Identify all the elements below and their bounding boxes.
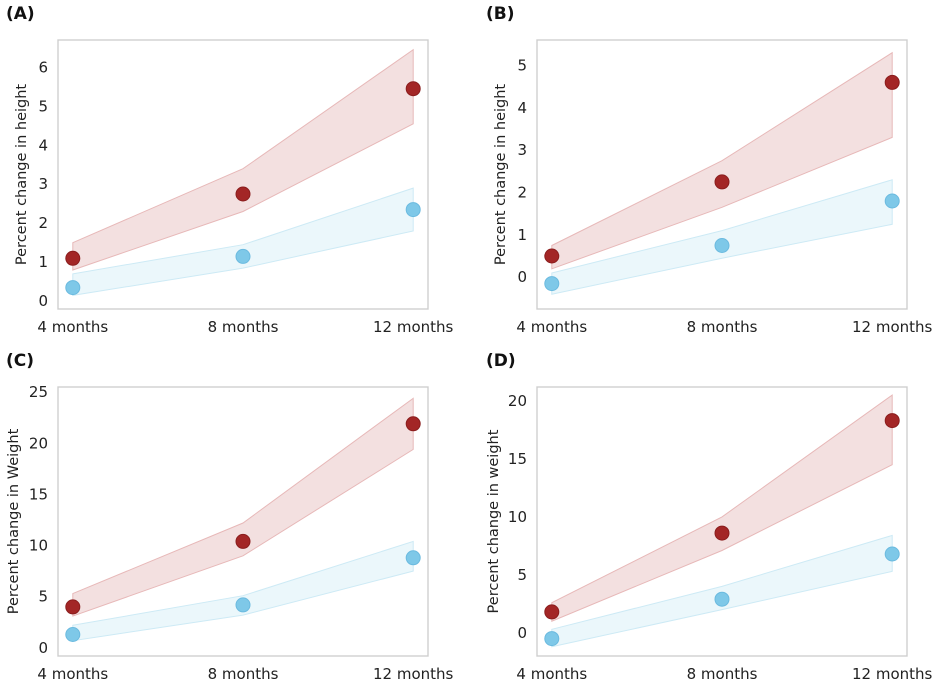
panel-label: (B) [486, 4, 515, 24]
panel-label: (D) [486, 351, 516, 371]
y-tick-label: 20 [29, 434, 48, 452]
red-data-point [544, 248, 560, 264]
y-tick-label: 3 [38, 175, 48, 193]
blue-data-point [884, 546, 900, 562]
blue-data-point [884, 193, 900, 209]
y-tick-label: 25 [29, 383, 48, 401]
y-tick-label: 0 [517, 624, 527, 642]
data-points [544, 74, 900, 292]
panel-d: (D) 0 5 10 15 20 4 months 8 months 12 months P… [486, 351, 933, 683]
data-points [65, 416, 421, 642]
red-data-point [65, 250, 81, 266]
blue-data-point [235, 597, 251, 613]
red-confidence-band [551, 51, 893, 270]
y-axis-label: Percent change in height [14, 84, 30, 266]
x-tick-label: 12 months [373, 318, 454, 336]
y-tick-label: 10 [508, 508, 527, 526]
x-tick-labels: 4 months 8 months 12 months [516, 665, 932, 683]
red-data-point [235, 533, 251, 549]
y-tick-label: 0 [517, 268, 527, 286]
x-tick-label: 12 months [852, 318, 933, 336]
y-tick-label: 5 [38, 97, 48, 115]
y-tick-label: 10 [29, 537, 48, 555]
y-tick-label: 5 [517, 56, 527, 74]
blue-confidence-band [72, 187, 414, 296]
red-data-point [714, 174, 730, 190]
y-tick-labels: 0 1 2 3 4 5 [517, 56, 527, 286]
y-tick-label: 0 [38, 292, 48, 310]
y-tick-labels: 0 5 10 15 20 25 [29, 383, 48, 657]
red-confidence-band [551, 394, 893, 622]
blue-data-point [544, 631, 560, 647]
x-tick-label: 4 months [37, 318, 108, 336]
blue-confidence-band [551, 534, 893, 648]
blue-data-point [235, 248, 251, 264]
x-tick-label: 12 months [373, 665, 454, 683]
panel-a: (A) 0 1 2 3 4 5 6 4 months 8 months 12 months Pe… [6, 4, 454, 336]
y-axis-label: Percent change in weight [486, 429, 502, 613]
blue-data-point [405, 202, 421, 218]
y-tick-label: 2 [517, 184, 527, 202]
data-points [65, 81, 421, 296]
y-axis-label: Percent change in Weight [6, 428, 22, 614]
red-data-point [884, 74, 900, 90]
x-tick-label: 8 months [687, 318, 758, 336]
x-tick-label: 12 months [852, 665, 933, 683]
x-tick-labels: 4 months 8 months 12 months [37, 318, 453, 336]
y-tick-label: 20 [508, 392, 527, 410]
plot-frame [57, 386, 429, 657]
blue-data-point [65, 280, 81, 296]
panel-c: (C) 0 5 10 15 20 25 4 months 8 months 12 months… [6, 351, 454, 683]
red-data-point [884, 413, 900, 429]
x-tick-label: 4 months [37, 665, 108, 683]
red-data-point [405, 416, 421, 432]
red-data-point [235, 186, 251, 202]
y-tick-label: 4 [517, 99, 527, 117]
panel-b: (B) 0 1 2 3 4 5 4 months 8 months 12 months Per… [486, 4, 933, 336]
blue-data-point [714, 591, 730, 607]
y-tick-labels: 0 1 2 3 4 5 6 [38, 58, 48, 310]
y-tick-label: 1 [38, 253, 48, 271]
y-tick-label: 1 [517, 226, 527, 244]
y-tick-label: 2 [38, 214, 48, 232]
blue-data-point [714, 238, 730, 253]
x-tick-label: 4 months [516, 318, 587, 336]
blue-data-point [544, 276, 560, 292]
confidence-bands [551, 51, 893, 295]
y-tick-label: 5 [38, 588, 48, 606]
y-tick-label: 5 [517, 566, 527, 584]
y-tick-label: 15 [508, 450, 527, 468]
y-tick-label: 3 [517, 141, 527, 159]
confidence-bands [551, 394, 893, 648]
y-axis-label: Percent change in height [493, 84, 509, 266]
x-tick-label: 8 months [208, 318, 279, 336]
red-data-point [544, 604, 560, 620]
blue-confidence-band [551, 179, 893, 295]
y-tick-labels: 0 5 10 15 20 [508, 392, 527, 642]
y-tick-label: 15 [29, 485, 48, 503]
red-data-point [714, 525, 730, 541]
red-confidence-band [72, 397, 414, 617]
panel-label: (C) [6, 351, 34, 371]
x-tick-label: 4 months [516, 665, 587, 683]
x-tick-labels: 4 months 8 months 12 months [37, 665, 453, 683]
red-data-point [405, 81, 421, 97]
y-tick-label: 4 [38, 136, 48, 154]
data-points [544, 413, 900, 647]
blue-data-point [65, 627, 81, 642]
red-confidence-band [72, 48, 414, 271]
blue-data-point [405, 550, 421, 566]
y-tick-label: 0 [38, 639, 48, 657]
panel-label: (A) [6, 4, 35, 24]
confidence-bands [72, 48, 414, 296]
x-tick-labels: 4 months 8 months 12 months [516, 318, 932, 336]
y-tick-label: 6 [38, 58, 48, 76]
red-data-point [65, 599, 81, 615]
x-tick-label: 8 months [208, 665, 279, 683]
x-tick-label: 8 months [687, 665, 758, 683]
